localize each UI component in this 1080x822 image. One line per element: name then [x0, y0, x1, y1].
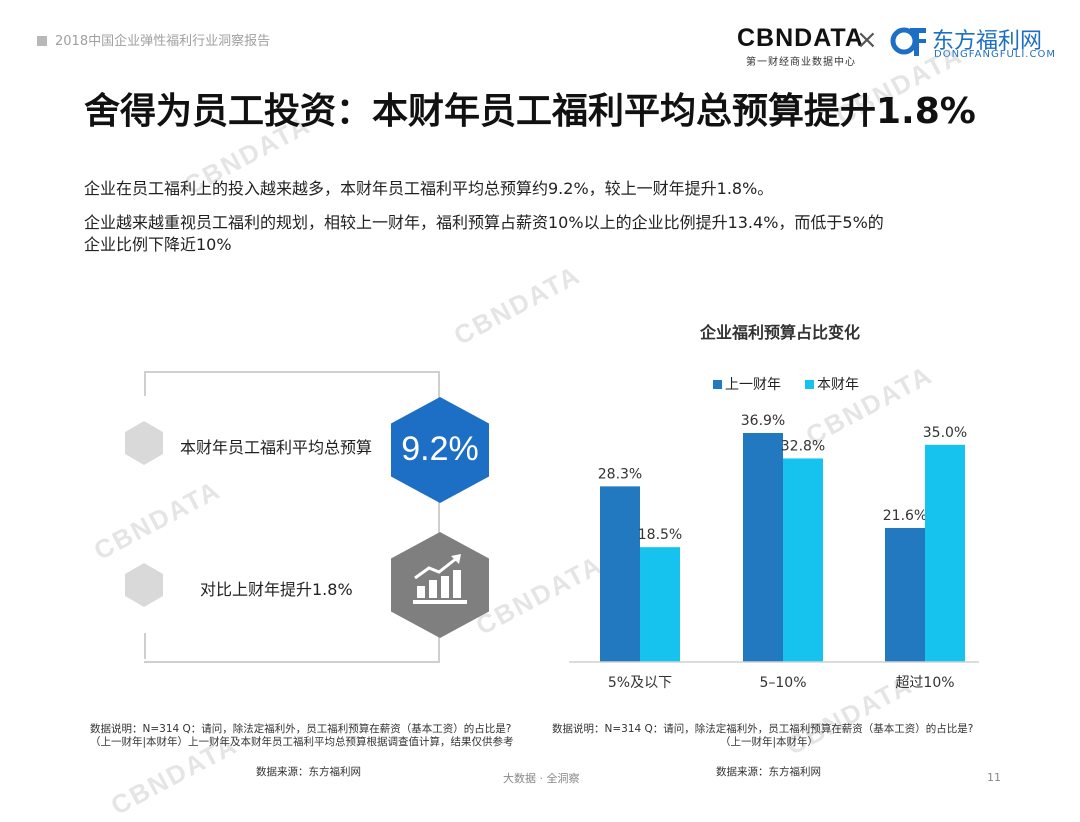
chart-title: 企业福利预算占比变化 — [700, 323, 861, 342]
bar — [600, 486, 640, 662]
left-note-line-1: 数据说明：N=314 Q：请问，除法定福利外，员工福利预算在薪资（基本工资）的占… — [90, 723, 512, 735]
paragraph-2-line-1: 企业越来越重视员工福利的规划，相较上一财年，福利预算占薪资10%以上的企业比例提… — [84, 213, 884, 232]
bar — [925, 444, 965, 662]
dongfangfuli-logo-name: 东方福利网 — [932, 29, 1043, 54]
header-square-marker — [37, 36, 47, 46]
slide-title: 舍得为员工投资：本财年员工福利平均总预算提升1.8% — [84, 91, 976, 132]
category-label: 5–10% — [759, 675, 806, 691]
right-note-line-1: 数据说明：N=314 Q：请问，除法定福利外，员工福利预算在薪资（基本工资）的占… — [552, 723, 974, 735]
legend-swatch — [713, 380, 722, 389]
grey-hexagon-bullet-icon — [125, 563, 163, 607]
budget-share-chart: 上一财年 本财年 28.3% 18.5% 5%及以下 36.9% 32.8% 5–10% 21.… — [569, 377, 979, 691]
cbndata-logo: CBNDATA — [737, 24, 864, 52]
bar — [885, 527, 925, 662]
data-label: 36.9% — [741, 413, 785, 429]
increase-label: 对比上财年提升1.8% — [200, 580, 353, 599]
right-source: 数据来源：东方福利网 — [716, 766, 821, 778]
category-label: 超过10% — [895, 675, 954, 691]
page-number: 11 — [987, 771, 1001, 784]
grey-hexagon-bullet-icon — [125, 421, 163, 465]
panel-bracket — [144, 371, 440, 663]
rising-bar-chart-icon — [391, 532, 489, 638]
partnership-times-icon: × — [856, 25, 878, 55]
avg-budget-value: 9.2% — [401, 430, 479, 468]
watermark: CBNDATA — [448, 259, 586, 351]
left-note-line-2: （上一财年|本财年）上一财年及本财年员工福利平均总预算根据调查值计算，结果仅供参… — [90, 736, 514, 748]
panel-bracket-left-top — [144, 371, 146, 396]
paragraph-1: 企业在员工福利上的投入越来越多，本财年员工福利平均总预算约9.2%，较上一财年提… — [84, 179, 774, 198]
legend-swatch — [805, 380, 814, 389]
right-note-line-2: （上一财年|本财年） — [720, 736, 819, 748]
paragraph-2-line-2: 企业比例下降近10% — [84, 235, 232, 254]
cbndata-logo-subtitle: 第一财经商业数据中心 — [746, 57, 856, 68]
panel-bracket-left-bottom — [144, 633, 146, 659]
report-title: 2018中国企业弹性福利行业洞察报告 — [55, 34, 271, 49]
data-label: 21.6% — [883, 508, 927, 524]
data-label: 28.3% — [598, 466, 642, 482]
avg-budget-label: 本财年员工福利平均总预算 — [180, 438, 373, 457]
legend-label: 上一财年 — [725, 377, 781, 393]
data-label: 18.5% — [638, 527, 682, 543]
category-label: 5%及以下 — [608, 675, 672, 691]
data-label: 35.0% — [923, 425, 967, 441]
data-label: 32.8% — [781, 438, 825, 454]
footer-slogan: 大数据 · 全洞察 — [503, 772, 580, 785]
left-source: 数据来源：东方福利网 — [256, 766, 361, 778]
bar — [743, 433, 783, 662]
bar — [783, 458, 823, 662]
legend-label: 本财年 — [817, 377, 859, 393]
dongfangfuli-logo-url: DONGFANGFULI.COM — [934, 49, 1056, 60]
dongfangfuli-logo-mark-icon — [890, 27, 926, 56]
bar — [640, 547, 680, 662]
blue-hexagon-icon — [391, 397, 489, 503]
